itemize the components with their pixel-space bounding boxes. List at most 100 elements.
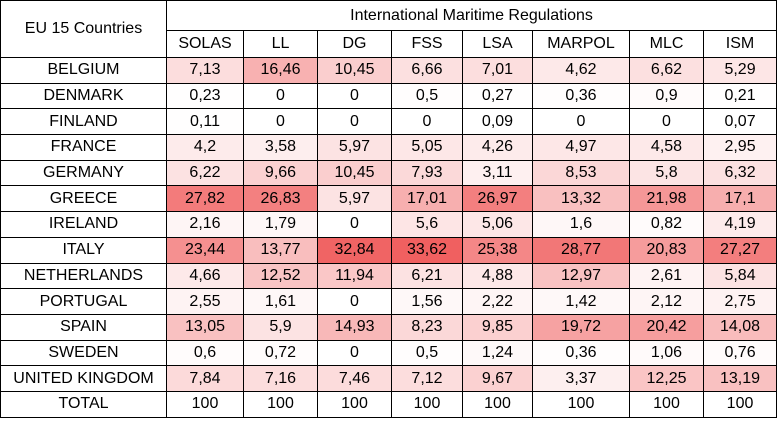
heatmap-cell: 0 — [317, 211, 392, 238]
row-header: EU 15 Countries — [0, 0, 167, 58]
heatmap-cell: 10,45 — [317, 159, 392, 187]
heatmap-cell: 0 — [532, 108, 630, 136]
table-row: GREECE 27,82 26,83 5,97 17,01 26,97 13,32 21,98… — [0, 185, 778, 213]
heatmap-cell: 23,44 — [166, 236, 244, 264]
heatmap-cell: 2,22 — [462, 288, 533, 315]
heatmap-cell: 28,77 — [532, 236, 630, 264]
heatmap-cell: 2,16 — [166, 211, 244, 238]
heatmap-cell: 8,53 — [532, 159, 630, 187]
heatmap-cell: 6,22 — [166, 159, 244, 187]
column-header: SOLAS — [166, 30, 244, 58]
heatmap-cell: 33,62 — [391, 236, 463, 264]
table-row: BELGIUM 7,13 16,46 10,45 6,66 7,01 4,62 6,62 5,2… — [0, 57, 778, 84]
heatmap-cell: 12,25 — [629, 365, 704, 392]
heatmap-cell: 32,84 — [317, 236, 392, 264]
heatmap-cell: 13,77 — [243, 236, 318, 264]
heatmap-cell: 1,06 — [629, 339, 704, 367]
heatmap-cell: 100 — [317, 390, 392, 418]
heatmap-cell: 7,12 — [391, 365, 463, 392]
table-row: DENMARK 0,23 0 0 0,5 0,27 0,36 0,9 0,21 — [0, 82, 778, 110]
heatmap-cell: 26,97 — [462, 185, 533, 213]
heatmap-cell: 0 — [317, 108, 392, 136]
heatmap-cell: 5,97 — [317, 185, 392, 213]
heatmap-cell: 27,82 — [166, 185, 244, 213]
heatmap-cell: 13,32 — [532, 185, 630, 213]
heatmap-cell: 0,23 — [166, 82, 244, 110]
heatmap-cell: 0 — [629, 108, 704, 136]
row-label: FRANCE — [0, 134, 167, 161]
table-body: BELGIUM 7,13 16,46 10,45 6,66 7,01 4,62 6,62 5,2… — [0, 57, 778, 418]
table-row: FRANCE 4,2 3,58 5,97 5,05 4,26 4,97 4,58 2,95 — [0, 134, 778, 161]
heatmap-cell: 0,21 — [702, 82, 778, 110]
heatmap-cell: 1,24 — [462, 339, 533, 367]
heatmap-cell: 0,27 — [462, 82, 533, 110]
heatmap-cell: 26,83 — [243, 185, 318, 213]
heatmap-cell: 9,85 — [462, 313, 533, 341]
heatmap-cell: 7,93 — [391, 159, 463, 187]
heatmap-cell: 14,08 — [702, 313, 778, 341]
row-label: TOTAL — [0, 390, 167, 418]
heatmap-cell: 5,06 — [462, 211, 533, 238]
heatmap-cell: 10,45 — [317, 57, 392, 84]
heatmap-cell: 100 — [462, 390, 533, 418]
table-row: ITALY 23,44 13,77 32,84 33,62 25,38 28,77 20,83… — [0, 236, 778, 264]
heatmap-cell: 5,6 — [391, 211, 463, 238]
heatmap-cell: 100 — [532, 390, 630, 418]
heatmap-cell: 3,11 — [462, 159, 533, 187]
total-row: TOTAL 100 100 100 100 100 100 100 100 — [0, 390, 778, 418]
heatmap-cell: 100 — [629, 390, 704, 418]
heatmap-cell: 1,56 — [391, 288, 463, 315]
column-header: LSA — [462, 30, 533, 58]
heatmap-cell: 4,66 — [166, 262, 244, 290]
heatmap-cell: 4,19 — [702, 211, 778, 238]
heatmap-cell: 3,37 — [532, 365, 630, 392]
column-header: ISM — [702, 30, 778, 58]
table-row: GERMANY 6,22 9,66 10,45 7,93 3,11 8,53 5,8 6,32 — [0, 159, 778, 187]
heatmap-cell: 100 — [243, 390, 318, 418]
table-row: SWEDEN 0,6 0,72 0 0,5 1,24 0,36 1,06 0,76 — [0, 339, 778, 367]
heatmap-cell: 2,61 — [629, 262, 704, 290]
heatmap-cell: 1,61 — [243, 288, 318, 315]
heatmap-cell: 4,2 — [166, 134, 244, 161]
row-label: IRELAND — [0, 211, 167, 238]
table-row: SPAIN 13,05 5,9 14,93 8,23 9,85 19,72 20,42 14,0… — [0, 313, 778, 341]
heatmap-cell: 7,01 — [462, 57, 533, 84]
table-row: PORTUGAL 2,55 1,61 0 1,56 2,22 1,42 2,12 2,75 — [0, 288, 778, 315]
row-label: SPAIN — [0, 313, 167, 341]
heatmap-cell: 2,12 — [629, 288, 704, 315]
heatmap-cell: 1,6 — [532, 211, 630, 238]
column-header-row: SOLAS LL DG FSS LSA MARPOL MLC ISM — [1, 30, 778, 58]
heatmap-cell: 0,09 — [462, 108, 533, 136]
heatmap-cell: 100 — [166, 390, 244, 418]
row-label: SWEDEN — [0, 339, 167, 367]
heatmap-cell: 2,75 — [702, 288, 778, 315]
heatmap-cell: 6,62 — [629, 57, 704, 84]
heatmap-cell: 7,16 — [243, 365, 318, 392]
row-label: GERMANY — [0, 159, 167, 187]
heatmap-cell: 11,94 — [317, 262, 392, 290]
heatmap-cell: 5,9 — [243, 313, 318, 341]
heatmap-cell: 12,52 — [243, 262, 318, 290]
heatmap-cell: 0 — [243, 108, 318, 136]
heatmap-cell: 25,38 — [462, 236, 533, 264]
heatmap-cell: 16,46 — [243, 57, 318, 84]
row-label: DENMARK — [0, 82, 167, 110]
heatmap-cell: 0 — [317, 288, 392, 315]
heatmap-cell: 6,66 — [391, 57, 463, 84]
heatmap-cell: 3,58 — [243, 134, 318, 161]
heatmap-cell: 6,21 — [391, 262, 463, 290]
column-header: LL — [243, 30, 318, 58]
column-header: FSS — [391, 30, 463, 58]
heatmap-cell: 0 — [391, 108, 463, 136]
row-label: UNITED KINGDOM — [0, 365, 167, 392]
heatmap-cell: 5,97 — [317, 134, 392, 161]
heatmap-cell: 7,13 — [166, 57, 244, 84]
heatmap-cell: 5,29 — [702, 57, 778, 84]
heatmap-cell: 20,83 — [629, 236, 704, 264]
heatmap-cell: 0,82 — [629, 211, 704, 238]
heatmap-cell: 0,36 — [532, 339, 630, 367]
heatmap-cell: 0 — [243, 82, 318, 110]
heatmap-cell: 0,11 — [166, 108, 244, 136]
heatmap-cell: 5,05 — [391, 134, 463, 161]
